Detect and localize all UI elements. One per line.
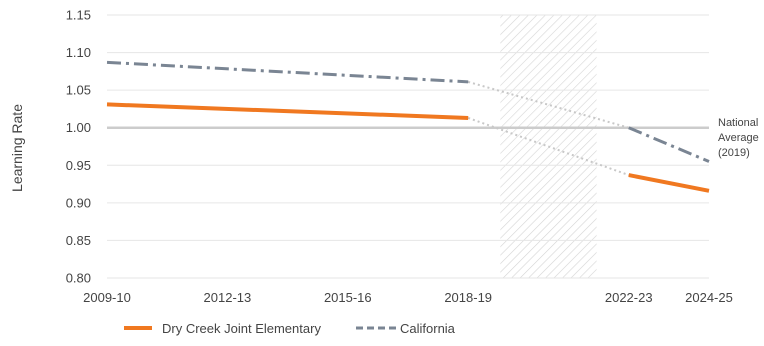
series-lines — [106, 60, 710, 193]
y-tick-label: 1.05 — [66, 83, 91, 98]
legend: Dry Creek Joint Elementary California — [124, 321, 456, 336]
y-axis-ticks: 0.80 0.85 0.90 0.95 1.00 1.05 1.10 1.15 — [66, 8, 91, 286]
y-tick-label: 0.95 — [66, 158, 91, 173]
legend-label-dry-creek: Dry Creek Joint Elementary — [162, 321, 321, 336]
gridlines — [107, 14, 709, 279]
x-axis-ticks: 2009-10 2012-13 2015-16 2018-19 2022-23 2024-… — [83, 290, 733, 305]
california-segment-2 — [628, 126, 710, 163]
x-tick-label: 2024-25 — [685, 290, 733, 305]
x-tick-label: 2018-19 — [444, 290, 492, 305]
y-tick-label: 1.00 — [66, 120, 91, 135]
y-tick-label: 1.10 — [66, 45, 91, 60]
x-tick-label: 2012-13 — [204, 290, 252, 305]
y-tick-label: 0.85 — [66, 233, 91, 248]
x-tick-label: 2015-16 — [324, 290, 372, 305]
connector-dry-creek — [467, 117, 630, 176]
connector-lines — [467, 80, 630, 176]
y-tick-label: 0.80 — [66, 271, 91, 286]
y-tick-label: 0.90 — [66, 195, 91, 210]
california-segment-1 — [106, 60, 469, 84]
reference-label: National Average (2019) — [718, 117, 762, 159]
dry-creek-segment-1 — [106, 102, 469, 120]
x-tick-label: 2022-23 — [605, 290, 653, 305]
dry-creek-segment-2 — [628, 173, 710, 193]
legend-label-california: California — [400, 321, 456, 336]
y-axis-title: Learning Rate — [9, 104, 25, 192]
y-tick-label: 1.15 — [66, 8, 91, 23]
x-tick-label: 2009-10 — [83, 290, 131, 305]
